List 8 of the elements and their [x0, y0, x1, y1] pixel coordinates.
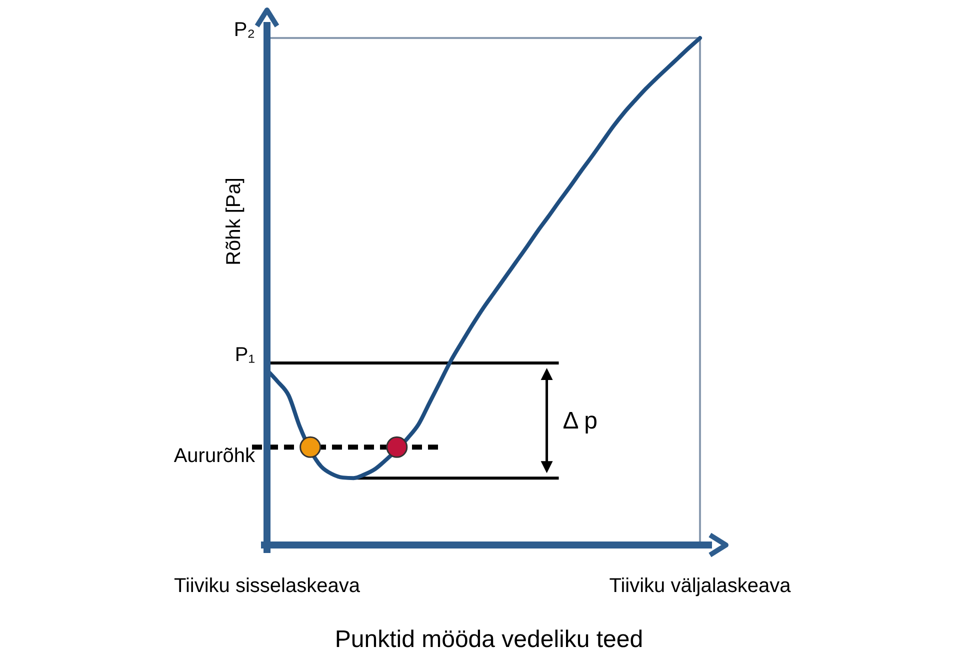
- x-axis-title: Punktid mööda vedeliku teed: [334, 626, 644, 653]
- y-axis-title: Rõhk [Pa]: [223, 178, 245, 266]
- annotation: Δ p: [562, 408, 598, 435]
- x-tick-label: Tiiviku sisselaskeava: [174, 575, 361, 597]
- x-tick-label: Tiiviku väljalaskeava: [609, 575, 792, 597]
- ref-line-label: Aururõhk: [174, 445, 256, 468]
- ref-line-label: P₁: [234, 344, 256, 366]
- ref-line-label: P₂: [234, 19, 255, 41]
